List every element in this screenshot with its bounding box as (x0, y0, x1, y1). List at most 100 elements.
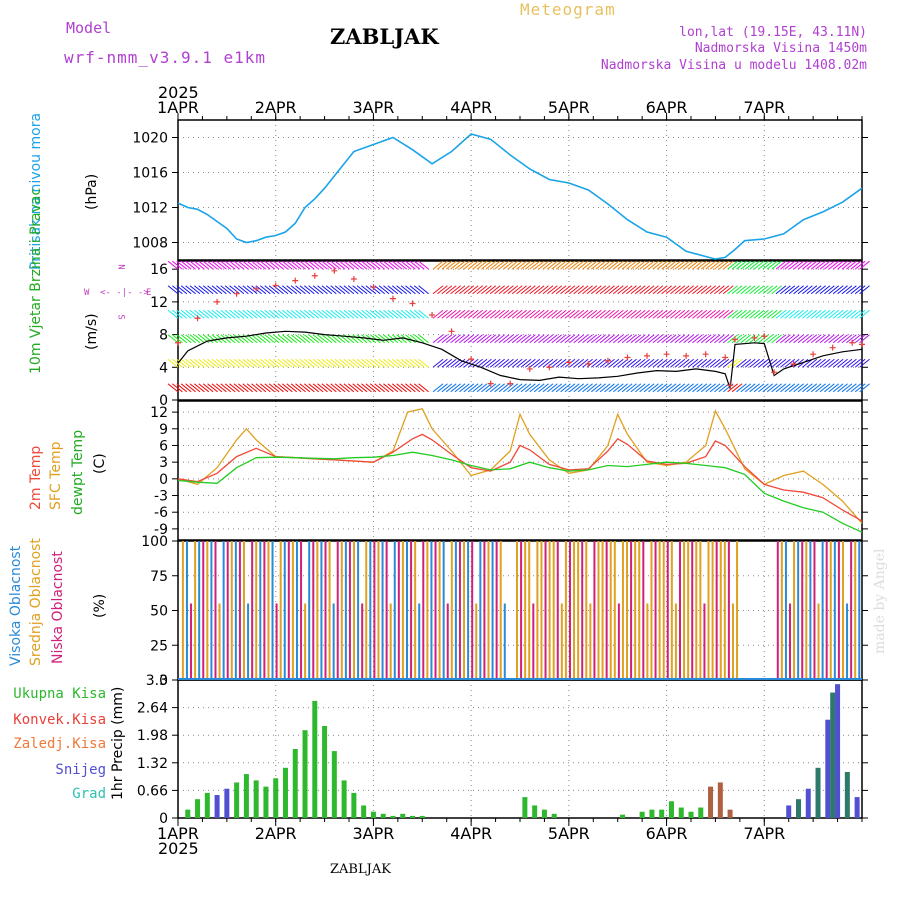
pressure-line (177, 133, 863, 260)
wind-barb (400, 309, 412, 319)
wind-barb (273, 309, 284, 319)
wind-barb (176, 383, 188, 393)
y-tick-label: 1.32 (137, 756, 168, 772)
wind-barb (418, 285, 429, 295)
wind-barb (229, 309, 240, 319)
wind-barb (806, 260, 818, 270)
wind-barb (202, 334, 214, 344)
wind-barb (797, 334, 809, 344)
wind-barb (463, 334, 475, 344)
wind-barb (472, 334, 483, 344)
wind-barb (718, 334, 730, 344)
wind-barb (547, 285, 558, 295)
wind-barb (775, 285, 787, 295)
wind-barb (683, 285, 694, 295)
wind-barb (516, 358, 527, 368)
wind-barb (396, 334, 407, 344)
wind-barb (648, 309, 659, 319)
wind-barb (564, 334, 576, 344)
wind-barb (705, 383, 716, 393)
wind-barb (317, 334, 328, 344)
panel-frame (177, 400, 863, 541)
wind-barb (700, 358, 712, 368)
wind-barb (413, 260, 425, 270)
wind-barb (542, 285, 554, 295)
wind-barb (176, 285, 188, 295)
wind-barb (476, 383, 488, 393)
wind-barb (758, 383, 769, 393)
wind-barb (268, 309, 280, 319)
wind-barb (198, 260, 210, 270)
wind-barb (374, 358, 385, 368)
wind-barb (339, 358, 350, 368)
wind-gust-marker (565, 359, 572, 366)
wind-barb (775, 358, 787, 368)
wind-barb (850, 260, 862, 270)
wind-barb (771, 334, 782, 344)
wind-barb (753, 383, 765, 393)
wind-barb (409, 383, 421, 393)
wind-barb (472, 309, 483, 319)
wind-barb (454, 260, 466, 270)
precip-bar (234, 782, 240, 818)
wind-barb (525, 260, 536, 270)
wind-barb (207, 358, 218, 368)
wind-barb (573, 285, 585, 295)
wind-barb (617, 358, 629, 368)
wind-barb (445, 285, 457, 295)
wind-barb (511, 358, 523, 368)
wind-barb (533, 285, 545, 295)
wind-barb (369, 358, 381, 368)
wind-barb (525, 383, 536, 393)
precip-bar (292, 749, 298, 818)
wind-barb (194, 285, 205, 295)
wind-barb (321, 334, 333, 344)
wind-barb (569, 383, 580, 393)
wind-barb (639, 285, 651, 295)
wind-barb (656, 309, 668, 319)
wind-barb (718, 358, 730, 368)
wind-barb (661, 309, 672, 319)
wind-barb (656, 285, 668, 295)
wind-barb (378, 260, 390, 270)
wind-barb (185, 285, 196, 295)
wind-gust-marker (546, 364, 553, 371)
wind-barb (652, 260, 664, 270)
wind-barb (665, 383, 677, 393)
wind-barb (418, 260, 429, 270)
x-tick-label-bottom: 5APR (548, 824, 590, 843)
wind-barb (824, 285, 835, 295)
wind-barb (780, 285, 791, 295)
wind-barb (604, 383, 615, 393)
y-tick-label: 1.98 (137, 728, 168, 744)
year-bottom: 2025 (158, 839, 199, 858)
wind-barb (507, 334, 519, 344)
wind-barb (586, 383, 598, 393)
wind-barb (383, 383, 394, 393)
wind-barb (273, 260, 284, 270)
wind-barb (670, 358, 681, 368)
wind-barb (365, 260, 377, 270)
wind-barb (172, 358, 183, 368)
wind-barb (352, 358, 363, 368)
wind-barb (472, 260, 483, 270)
wind-barb (374, 383, 385, 393)
wind-barb (766, 383, 778, 393)
wind-barb (577, 383, 589, 393)
wind-barb (489, 309, 501, 319)
wind-barb (859, 334, 870, 344)
wind-barb (700, 260, 712, 270)
wind-barb (216, 260, 227, 270)
wind-barb (277, 383, 289, 393)
wind-barb (194, 334, 205, 344)
precip-bar (805, 788, 811, 818)
wind-barb (352, 309, 363, 319)
wind-barb (859, 358, 870, 368)
wind-barb (859, 260, 870, 270)
wind-barb (216, 383, 227, 393)
wind-gust-marker (624, 354, 631, 361)
wind-barb (180, 383, 192, 393)
wind-barb (211, 260, 223, 270)
wind-barb (268, 334, 280, 344)
t2m-temp-line (177, 433, 863, 522)
